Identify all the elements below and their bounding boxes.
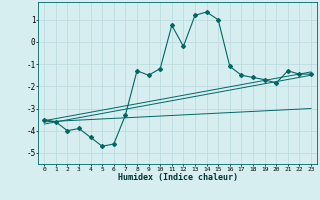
X-axis label: Humidex (Indice chaleur): Humidex (Indice chaleur) (118, 173, 238, 182)
